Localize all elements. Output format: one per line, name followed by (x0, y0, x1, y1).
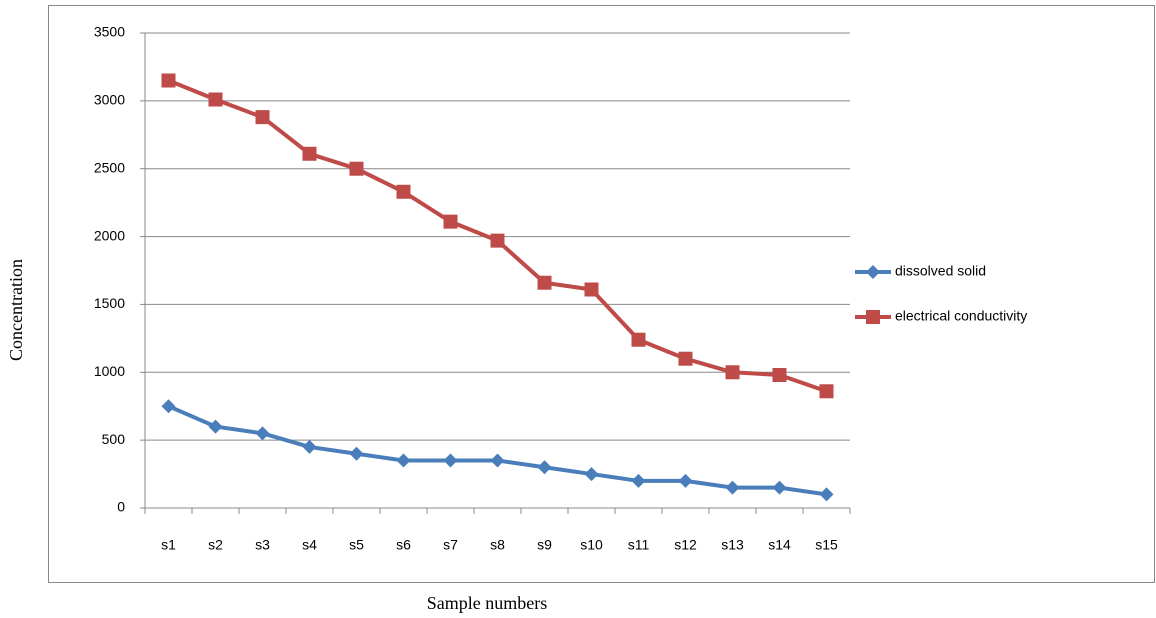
data-point (443, 214, 458, 229)
y-tick-label: 2000 (94, 227, 125, 243)
data-point (537, 275, 552, 290)
data-point (208, 419, 223, 434)
x-tick-label: s14 (768, 537, 791, 553)
x-tick-label: s12 (674, 537, 697, 553)
y-tick-label: 1500 (94, 295, 125, 311)
data-point (349, 446, 364, 461)
chart-frame (48, 5, 1155, 583)
data-point (255, 426, 270, 441)
x-tick-label: s8 (490, 537, 505, 553)
y-tick-label: 3500 (94, 24, 125, 40)
x-tick-label: s6 (396, 537, 411, 553)
y-tick-label: 1000 (94, 363, 125, 379)
data-point (678, 473, 693, 488)
x-tick-label: s5 (349, 537, 364, 553)
y-axis-title: Concentration (6, 259, 26, 361)
data-point (678, 351, 693, 366)
data-point (725, 365, 740, 380)
x-axis-title: Sample numbers (427, 593, 547, 613)
data-point (161, 399, 176, 414)
data-point (396, 184, 411, 199)
data-point (161, 73, 176, 88)
legend-marker (866, 265, 880, 279)
data-point (349, 161, 364, 176)
data-point (631, 332, 646, 347)
data-point (631, 473, 646, 488)
legend-label: dissolved solid (895, 263, 986, 279)
data-point (490, 233, 505, 248)
y-tick-label: 3000 (94, 92, 125, 108)
data-point (255, 110, 270, 125)
y-tick-label: 0 (117, 499, 125, 515)
data-point (396, 453, 411, 468)
data-point (302, 439, 317, 454)
x-tick-label: s9 (537, 537, 552, 553)
data-point (819, 487, 834, 502)
data-point (819, 384, 834, 399)
data-point (537, 460, 552, 475)
x-tick-label: s4 (302, 537, 317, 553)
x-tick-label: s15 (815, 537, 838, 553)
data-point (443, 453, 458, 468)
x-tick-label: s13 (721, 537, 744, 553)
data-point (772, 368, 787, 382)
x-tick-label: s11 (628, 537, 650, 553)
x-tick-label: s10 (580, 537, 603, 553)
legend-label: electrical conductivity (895, 308, 1027, 324)
x-tick-label: s2 (208, 537, 223, 553)
data-point (490, 453, 505, 468)
data-point (584, 282, 599, 297)
data-point (725, 480, 740, 495)
x-tick-label: s3 (255, 537, 270, 553)
y-tick-label: 500 (102, 431, 126, 447)
data-point (302, 146, 317, 161)
data-point (208, 92, 223, 107)
legend-marker (866, 310, 880, 324)
y-tick-label: 2500 (94, 159, 125, 175)
x-tick-label: s7 (443, 537, 458, 553)
data-point (584, 467, 599, 482)
data-point (772, 480, 787, 495)
x-tick-label: s1 (161, 537, 176, 553)
